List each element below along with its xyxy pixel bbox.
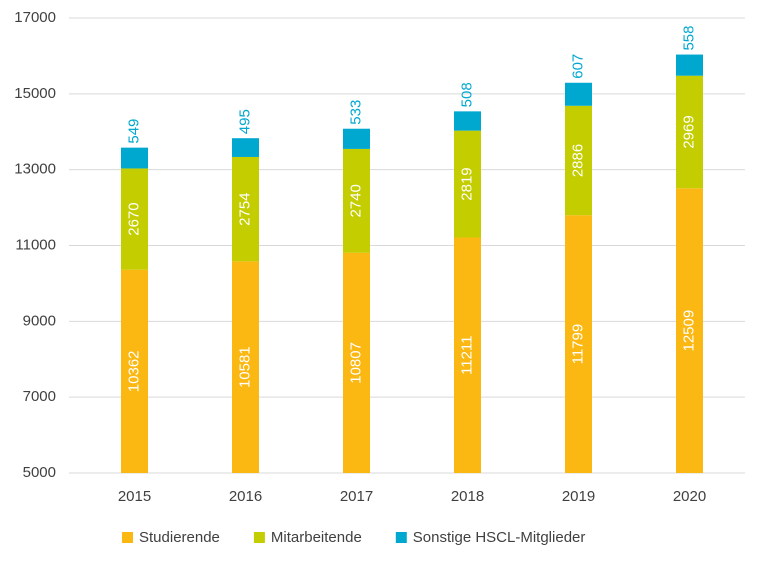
data-label: 508 xyxy=(458,82,475,107)
bar-segment xyxy=(676,75,703,189)
x-tick-label: 2018 xyxy=(451,488,484,505)
data-label: 2754 xyxy=(236,192,253,225)
bar-segment xyxy=(343,128,370,149)
bar-segment xyxy=(676,54,703,76)
legend-swatch xyxy=(395,532,407,543)
data-label: 495 xyxy=(236,109,253,134)
legend-label: Sonstige HSCL-Mitglieder xyxy=(413,529,586,546)
data-label: 11211 xyxy=(458,335,475,375)
data-label: 2670 xyxy=(125,202,142,235)
legend-swatch xyxy=(122,532,133,543)
data-label: 11799 xyxy=(569,324,586,365)
bar-segment xyxy=(454,130,481,238)
bar-segment xyxy=(343,148,370,253)
bar-segment xyxy=(454,237,481,473)
data-label: 607 xyxy=(569,54,586,79)
data-label: 2819 xyxy=(458,167,475,200)
y-tick-label: 5000 xyxy=(23,464,56,481)
bar-segment xyxy=(565,215,592,473)
legend-swatch xyxy=(253,532,265,543)
data-label: 10362 xyxy=(125,350,142,392)
x-tick-label: 2019 xyxy=(562,488,595,505)
data-label: 549 xyxy=(125,119,142,144)
bar-segment xyxy=(121,168,148,270)
bar-segment xyxy=(565,82,592,106)
data-label: 10807 xyxy=(347,342,364,384)
y-tick-label: 13000 xyxy=(14,161,56,178)
legend-label: Studierende xyxy=(139,529,220,546)
x-tick-label: 2020 xyxy=(673,488,706,505)
data-label: 2740 xyxy=(347,184,364,217)
y-tick-label: 11000 xyxy=(15,236,56,253)
x-tick-label: 2016 xyxy=(229,488,262,505)
data-label: 558 xyxy=(680,26,697,51)
bar-segment xyxy=(676,188,703,473)
data-label: 12509 xyxy=(680,310,697,352)
legend-label: Mitarbeitende xyxy=(271,529,362,546)
y-tick-label: 15000 xyxy=(14,85,56,102)
bar-segment xyxy=(232,138,259,157)
x-tick-label: 2015 xyxy=(118,488,151,505)
bar-segment xyxy=(121,269,148,473)
y-tick-label: 7000 xyxy=(23,388,56,405)
bar-segment xyxy=(565,105,592,216)
y-tick-label: 17000 xyxy=(14,9,56,26)
data-label: 10581 xyxy=(236,346,253,388)
data-label: 2886 xyxy=(569,144,586,177)
bar-segment xyxy=(343,252,370,473)
bar-segment xyxy=(232,261,259,473)
x-tick-label: 2017 xyxy=(340,488,373,505)
data-label: 2969 xyxy=(680,115,697,148)
y-tick-label: 9000 xyxy=(23,312,56,329)
bar-segment xyxy=(121,147,148,169)
bar-segment xyxy=(232,156,259,262)
bar-segment xyxy=(454,111,481,131)
data-label: 533 xyxy=(347,100,364,125)
